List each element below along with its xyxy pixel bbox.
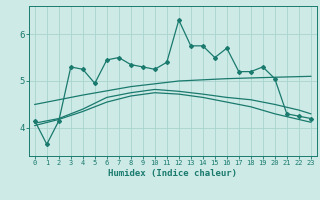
X-axis label: Humidex (Indice chaleur): Humidex (Indice chaleur) bbox=[108, 169, 237, 178]
